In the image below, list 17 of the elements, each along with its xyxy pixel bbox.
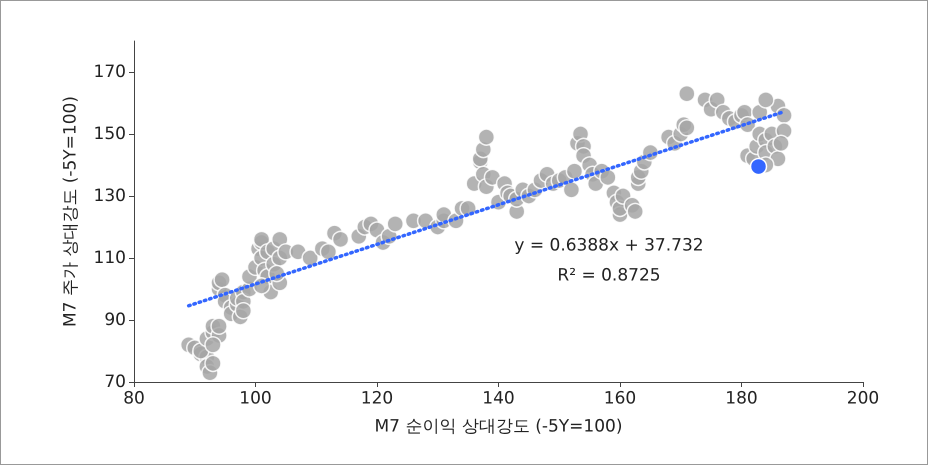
annotation: R² = 0.8725 <box>557 266 661 286</box>
x-tick-label: 80 <box>123 388 145 408</box>
y-tick-label: 150 <box>94 124 126 144</box>
y-tick-label: 110 <box>94 248 126 268</box>
x-tick-label: 140 <box>482 388 515 408</box>
y-tick-label: 70 <box>104 372 126 392</box>
y-tick-label: 130 <box>94 186 126 206</box>
y-tick-label: 90 <box>104 310 126 330</box>
x-tick-label: 180 <box>725 388 758 408</box>
y-tick-label: 170 <box>94 62 126 82</box>
x-tick-label: 160 <box>604 388 636 408</box>
x-axis-title: M7 순이익 상대강도 (-5Y=100) <box>374 416 622 436</box>
x-tick-label: 200 <box>846 388 880 408</box>
x-tick-label: 120 <box>360 388 394 408</box>
annotation: y = 0.6388x + 37.732 <box>514 236 704 256</box>
y-axis-title: M7 주가 상대강도 (-5Y=100) <box>60 96 80 327</box>
x-tick-label: 100 <box>239 388 272 408</box>
